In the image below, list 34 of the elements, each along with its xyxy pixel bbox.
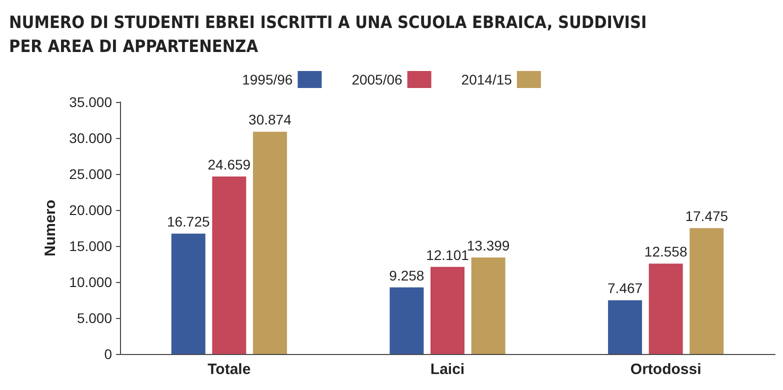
- legend-label: 2005/06: [352, 72, 403, 88]
- bar: [390, 287, 424, 354]
- y-tick-label: 30.000: [69, 130, 112, 146]
- data-label: 12.101: [426, 246, 470, 263]
- bar: [690, 228, 724, 354]
- x-tick-label: Ortodossi: [630, 361, 702, 378]
- y-tick-label: 5.000: [76, 310, 112, 326]
- x-tick-label: Laici: [430, 361, 465, 378]
- y-tick-label: 20.000: [69, 202, 112, 218]
- y-axis-title: Numero: [42, 200, 59, 256]
- legend-label: 1995/96: [242, 72, 293, 88]
- data-label: 12.558: [644, 244, 688, 260]
- x-tick-label: Totale: [208, 361, 251, 378]
- bar: [252, 132, 287, 354]
- chart-title: NUMERO DI STUDENTI EBREI ISCRITTI A UNA SCUOLA EBRAICA, SUDDIVISI PER AREA DI APPARTENENZA: [9, 13, 647, 57]
- y-tick-label: 10.000: [69, 274, 112, 290]
- y-tick-label: 25.000: [69, 166, 112, 182]
- data-label: 7.467: [608, 280, 643, 296]
- data-label: 13.399: [466, 238, 510, 254]
- data-label: 30.874: [248, 112, 292, 128]
- bar: [430, 266, 464, 354]
- y-tick-label: 15.000: [69, 238, 112, 254]
- legend-label: 2014/15: [461, 72, 512, 88]
- bar: [171, 234, 206, 354]
- bar: [471, 258, 506, 354]
- y-tick-label: 35.000: [69, 94, 112, 110]
- data-label: 17.475: [685, 208, 728, 224]
- bar: [212, 176, 246, 354]
- data-label: 9.258: [389, 267, 424, 284]
- y-tick-label: 0: [104, 346, 112, 362]
- data-label: 24.659: [208, 156, 251, 172]
- data-label: 16.725: [166, 214, 210, 230]
- bar: [608, 300, 642, 354]
- bar: [648, 264, 683, 354]
